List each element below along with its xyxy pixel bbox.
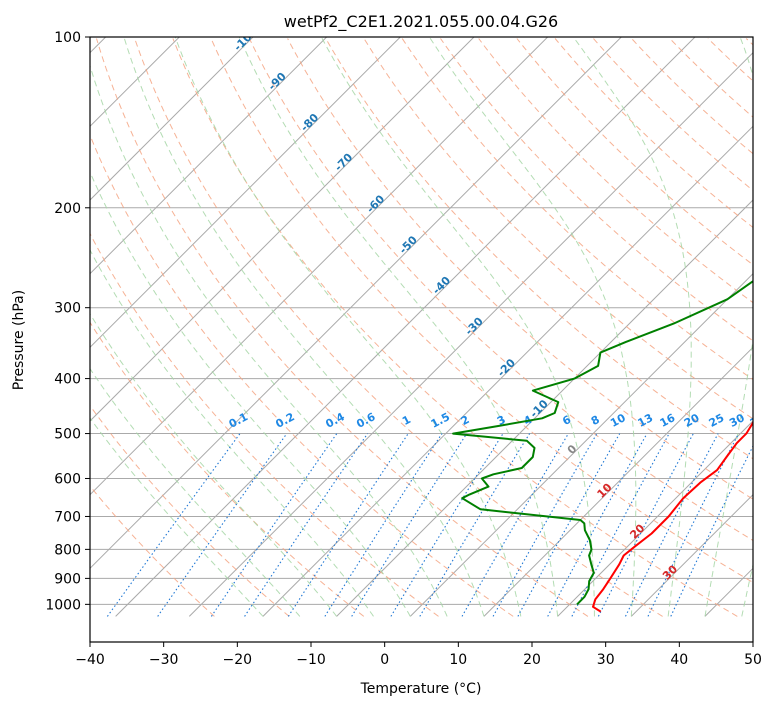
x-tick-label: −40: [75, 652, 105, 668]
dry-adiabat-line: [363, 38, 753, 420]
chart-title: wetPf2_C2E1.2021.055.00.04.G26: [284, 12, 558, 32]
mixing-ratio-line: [571, 433, 670, 617]
moist-adiabat-line: [572, 37, 692, 617]
isotherm-line: [336, 199, 753, 617]
x-tick-label: −30: [149, 652, 179, 668]
mixing-ratio-line: [351, 433, 468, 617]
mixing-ratio-label: 16: [658, 411, 678, 430]
mixing-ratio-line: [670, 444, 753, 617]
moist-adiabat-line: [238, 37, 559, 617]
dry-adiabat-line: [134, 38, 663, 617]
mixing-ratio-label: 10: [608, 411, 628, 430]
y-tick-label: 700: [54, 510, 81, 526]
x-tick-label: −20: [223, 652, 253, 668]
mixing-ratio-line: [157, 433, 288, 617]
moist-adiabat-line: [90, 64, 448, 617]
isotherm-line: [409, 272, 753, 617]
x-tick-label: −10: [296, 652, 326, 668]
isotherm-line: [90, 37, 475, 422]
y-axis-ticks: 100 200 300 400 500 600 700 800 900 1000: [45, 30, 90, 613]
mixing-ratio-label: 20: [682, 411, 702, 430]
moist-adiabat-line: [90, 417, 264, 617]
moist-adiabat-line: [320, 37, 595, 617]
mixing-ratio-label: 25: [707, 411, 727, 430]
temperature-profile-line: [592, 420, 753, 613]
mixing-ratio-line: [287, 433, 409, 617]
x-tick-label: 40: [670, 652, 688, 668]
dry-adiabat-line: [401, 38, 753, 381]
mixing-ratio-line: [625, 433, 719, 617]
plot-area: 0.10.20.40.611.52346810131620253036-100-…: [90, 37, 768, 617]
plot-frame: [89, 36, 754, 643]
x-tick-label: 0: [380, 652, 389, 668]
sounding-series: [452, 280, 753, 613]
mixing-ratio-line: [647, 433, 740, 617]
x-tick-label: 30: [597, 652, 615, 668]
moist-adiabat-line: [90, 312, 337, 617]
isotherm-line: [90, 37, 402, 349]
isotherm-line: [115, 37, 696, 617]
moist-adiabat-line: [428, 37, 637, 617]
y-tick-label: 1000: [45, 597, 81, 613]
isotherm-line: [90, 37, 623, 570]
isotherm-line: [188, 51, 753, 617]
isotherm-line: [630, 493, 753, 617]
y-tick-label: 900: [54, 571, 81, 587]
y-tick-label: 100: [54, 30, 81, 46]
y-tick-label: 300: [54, 301, 81, 317]
mixing-ratio-line: [597, 433, 694, 617]
x-axis-ticks: −40 −30 −20 −10 0 10 20 30 40 50: [75, 642, 762, 668]
dry-adiabat-line: [90, 404, 290, 617]
isotherm-line: [483, 346, 753, 617]
dry-adiabat-line: [90, 485, 215, 617]
dry-adiabat-line: [248, 38, 753, 542]
y-axis-label: Pressure (hPa): [11, 290, 27, 390]
isotherm-line: [90, 37, 328, 275]
moist-adiabat-line: [90, 248, 374, 617]
mixing-ratio-line: [547, 433, 648, 617]
isotherm-line: [90, 37, 254, 201]
moist-adiabat-line: [704, 37, 753, 617]
mixing-ratio-label: 36: [748, 411, 768, 430]
x-tick-label: 50: [744, 652, 762, 668]
mixing-ratio-line: [419, 433, 531, 617]
dry-adiabat-line: [516, 38, 753, 266]
mixing-ratio-label: 13: [636, 411, 656, 430]
y-tick-label: 600: [54, 472, 81, 488]
moist-adiabat-line: [174, 37, 522, 617]
dry-adiabat-line: [210, 38, 753, 584]
x-axis-label: Temperature (°C): [360, 681, 482, 697]
x-tick-label: 20: [523, 652, 541, 668]
isotherm-lines: [90, 37, 753, 617]
mixing-ratio-label: 30: [727, 411, 747, 430]
dry-adiabat-line: [90, 232, 439, 617]
moist-adiabat-lines: [90, 37, 753, 617]
y-tick-label: 400: [54, 372, 81, 388]
dry-adiabat-line: [325, 38, 753, 460]
isotherm-line: [262, 125, 753, 617]
y-tick-label: 500: [54, 427, 81, 443]
mixing-ratio-line: [106, 433, 241, 617]
dry-adiabat-line: [554, 38, 753, 229]
dry-adiabat-line: [593, 38, 753, 192]
dewpoint-profile-line: [452, 280, 753, 606]
moist-adiabat-line: [741, 562, 753, 617]
isotherm-line: [557, 420, 753, 617]
moist-adiabat-line: [123, 37, 485, 617]
moist-adiabat-line: [90, 367, 301, 617]
y-tick-label: 800: [54, 542, 81, 558]
dry-adiabat-line: [440, 38, 753, 342]
mixing-ratio-lines: [106, 433, 753, 617]
x-tick-label: 10: [449, 652, 467, 668]
dry-adiabat-lines: [90, 38, 753, 617]
mixing-ratio-line: [324, 433, 443, 617]
y-tick-label: 200: [54, 201, 81, 217]
isotherm-line: [90, 37, 549, 496]
mixing-ratio-line: [517, 433, 621, 617]
dry-adiabat-line: [96, 38, 589, 617]
